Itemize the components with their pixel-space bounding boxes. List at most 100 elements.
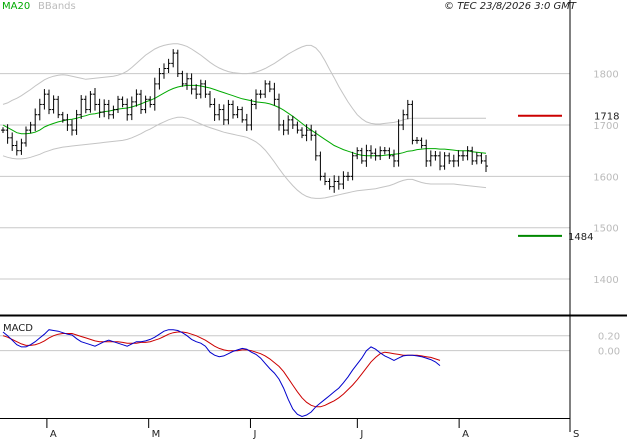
ohlc-bar <box>281 119 286 136</box>
macd-y-tick-label: 0.00 <box>598 347 620 358</box>
ohlc-bar <box>143 95 148 114</box>
ohlc-bar <box>364 144 369 167</box>
ohlc-bar <box>10 132 15 151</box>
ohlc-bar <box>14 140 19 156</box>
x-tick-label: M <box>152 429 161 440</box>
ohlc-bar <box>373 148 378 161</box>
ohlc-bar <box>410 100 415 145</box>
ohlc-bar <box>419 137 424 149</box>
macd-signal-line <box>2 331 441 408</box>
ohlc-bar <box>116 95 120 113</box>
ohlc-bar <box>470 146 475 165</box>
ohlc-bar <box>240 106 245 123</box>
ohlc-bar <box>309 124 314 141</box>
price-y-tick-label: 1700 <box>593 121 618 132</box>
bbands-legend: BBands <box>38 1 76 12</box>
ohlc-bar <box>88 91 93 113</box>
ohlc-bar <box>336 175 341 190</box>
ohlc-bar <box>60 111 65 123</box>
ohlc-bar <box>350 151 355 181</box>
ohlc-bar <box>346 171 350 181</box>
price-panel <box>0 43 570 280</box>
ma20-line <box>2 84 487 157</box>
ohlc-bar <box>369 145 373 159</box>
x-tick-label: J <box>252 429 256 440</box>
ohlc-bar <box>465 146 470 161</box>
ohlc-bar <box>401 109 406 131</box>
ohlc-bar <box>355 147 360 160</box>
macd-y-tick-label: 0.20 <box>598 332 620 343</box>
ohlc-bar <box>198 79 203 99</box>
support-level-label: 1484 <box>568 232 593 243</box>
ohlc-bar <box>56 95 61 119</box>
ohlc-bar <box>1 127 5 133</box>
bollinger-lower-line <box>2 116 487 199</box>
ohlc-bar <box>332 175 337 193</box>
ohlc-bar <box>74 109 79 135</box>
ohlc-bar <box>378 146 383 161</box>
ohlc-bar <box>70 119 74 136</box>
ohlc-bar <box>456 150 461 167</box>
price-y-tick-label: 1500 <box>593 224 618 235</box>
ohlc-bar <box>286 115 291 135</box>
x-tick-label: S <box>573 429 579 440</box>
ohlc-bar <box>102 99 107 118</box>
ohlc-bar <box>171 49 176 68</box>
ohlc-bar <box>442 152 447 170</box>
ohlc-bar <box>396 119 401 167</box>
ohlc-bar <box>5 124 10 144</box>
ohlc-bar <box>134 89 139 107</box>
bollinger-upper-line <box>2 43 486 125</box>
ohlc-bar <box>479 152 484 164</box>
ohlc-bar <box>474 152 479 165</box>
ohlc-bar <box>295 121 300 134</box>
ohlc-bar <box>111 105 116 119</box>
ohlc-bar <box>139 89 143 114</box>
ohlc-bar <box>166 58 171 74</box>
ohlc-bar <box>180 70 185 87</box>
x-tick-label: A <box>462 429 469 440</box>
ohlc-bar <box>244 113 249 131</box>
ohlc-bar <box>300 127 304 139</box>
ohlc-bar <box>387 147 392 159</box>
ohlc-bar <box>208 91 212 108</box>
ohlc-bar <box>203 80 208 98</box>
copyright-text: © TEC 23/8/2026 3:0 GMT <box>444 1 577 12</box>
ohlc-bar <box>65 113 70 131</box>
ohlc-bar <box>290 115 295 129</box>
ohlc-bar <box>447 152 452 165</box>
ohlc-bar <box>382 146 387 155</box>
x-tick-label: A <box>50 429 57 440</box>
ma20-legend: MA20 <box>2 1 30 12</box>
ohlc-bar <box>175 49 180 78</box>
ohlc-bar <box>415 137 419 144</box>
ohlc-bar <box>189 73 194 95</box>
ohlc-bar <box>28 121 33 134</box>
ohlc-bar <box>42 89 47 110</box>
ohlc-bar <box>125 98 130 121</box>
macd-title: MACD <box>3 323 33 334</box>
ohlc-bar <box>226 99 231 125</box>
price-y-tick-label: 1400 <box>593 275 618 286</box>
ohlc-bar <box>152 77 157 111</box>
ohlc-bar <box>120 96 125 108</box>
ohlc-bar <box>148 96 153 108</box>
ohlc-bar <box>254 89 258 110</box>
ohlc-bar <box>327 178 332 190</box>
resistance-level-label: 1718 <box>594 112 619 123</box>
ohlc-bar <box>272 82 277 106</box>
ohlc-bar <box>258 89 263 99</box>
price-y-tick-label: 1600 <box>593 172 618 183</box>
ohlc-bar <box>162 63 166 79</box>
ohlc-bar <box>221 104 226 125</box>
ohlc-bar <box>323 172 327 186</box>
ohlc-bar <box>461 150 465 161</box>
ohlc-bar <box>231 100 235 119</box>
ohlc-bar <box>79 95 84 119</box>
ohlc-bar <box>313 130 318 161</box>
ohlc-bar <box>438 151 442 171</box>
ohlc-bar <box>359 147 364 164</box>
ohlc-bar <box>341 171 346 190</box>
macd-line <box>2 329 441 418</box>
